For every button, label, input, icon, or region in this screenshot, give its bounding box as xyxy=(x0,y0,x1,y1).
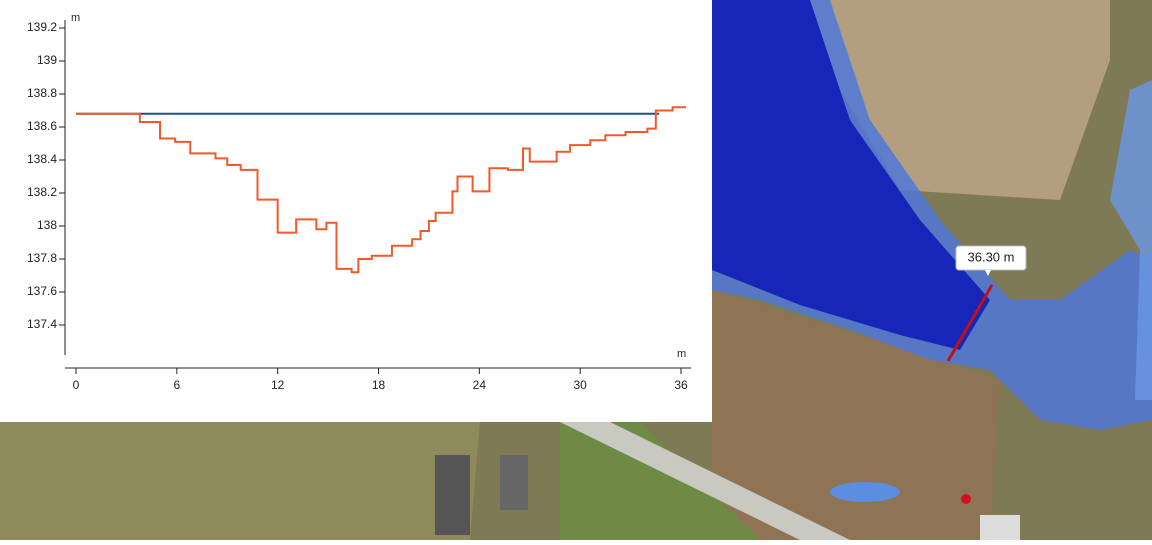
flood-shallow xyxy=(1110,80,1152,400)
x-tick-label: 18 xyxy=(372,378,386,392)
y-tick-label: 137.4 xyxy=(27,317,57,331)
field xyxy=(560,422,760,540)
measure-label: 36.30 m xyxy=(968,249,1015,264)
y-tick-label: 138.6 xyxy=(27,119,57,133)
x-tick-label: 36 xyxy=(674,378,688,392)
profile-panel xyxy=(0,0,712,422)
y-tick-label: 137.8 xyxy=(27,251,57,265)
y-tick-label: 137.6 xyxy=(27,284,57,298)
y-tick-label: 139 xyxy=(37,53,57,67)
road xyxy=(560,422,850,540)
x-axis-label: m xyxy=(677,348,686,360)
flood-deep xyxy=(712,0,990,350)
x-tick-label: 6 xyxy=(173,378,180,392)
y-axis-label: m xyxy=(71,12,80,24)
measure-line xyxy=(946,284,994,362)
field xyxy=(712,290,1000,540)
y-tick-label: 138.2 xyxy=(27,185,57,199)
marker xyxy=(961,494,971,504)
x-tick-label: 12 xyxy=(271,378,285,392)
x-tick-label: 0 xyxy=(73,378,80,392)
puddle xyxy=(830,482,900,502)
y-tick-label: 138 xyxy=(37,218,57,232)
y-tick-label: 138.8 xyxy=(27,86,57,100)
y-tick-label: 139.2 xyxy=(27,20,57,34)
x-tick-label: 30 xyxy=(573,378,587,392)
building xyxy=(435,455,470,535)
x-tick-label: 24 xyxy=(473,378,487,392)
profile-line xyxy=(76,106,687,274)
field xyxy=(0,422,480,540)
y-tick-label: 138.4 xyxy=(27,152,57,166)
profile-chart: m m 137.4 137.6 137.8 138 138.2 138.4 138.6 138.8… xyxy=(27,12,691,392)
tooltip-arrow xyxy=(985,270,991,276)
building xyxy=(980,515,1020,540)
building xyxy=(500,455,528,510)
